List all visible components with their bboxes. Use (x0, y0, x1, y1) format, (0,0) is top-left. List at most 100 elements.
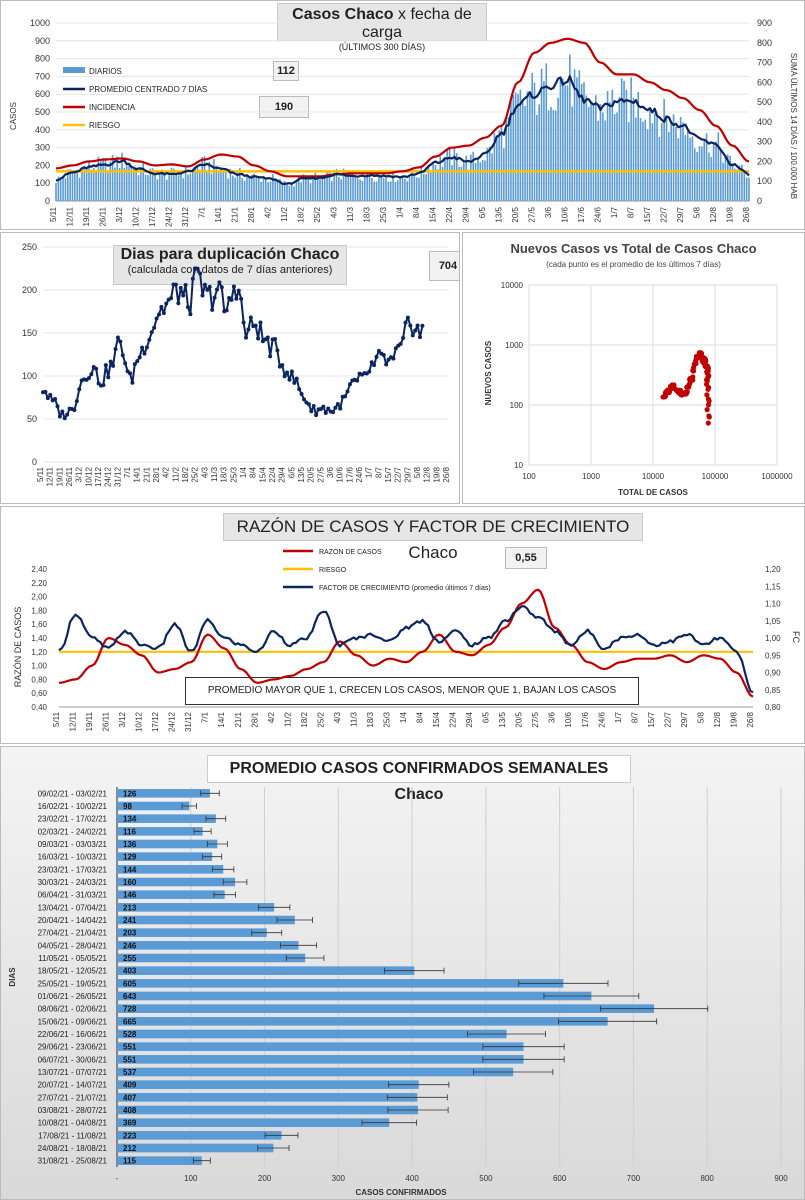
x-tick-label: 4/2 (162, 466, 171, 478)
daily-bar (95, 170, 97, 201)
x-tick-label: 11/2 (283, 711, 292, 727)
x-tick-label: 15/7 (643, 206, 652, 222)
daily-bar (498, 130, 500, 201)
x-tick-label: 28/1 (250, 711, 259, 727)
daily-bar (255, 175, 258, 201)
y-tick-label: 100 (510, 401, 524, 410)
daily-bar (748, 177, 750, 201)
duplicacion-point (140, 345, 145, 350)
daily-bar (533, 82, 536, 201)
x-tick-label: 7/1 (198, 206, 207, 218)
y-tick-label: 1,20 (31, 648, 47, 657)
daily-bar (279, 178, 281, 201)
daily-bar (458, 166, 460, 201)
y-right-tick-label: 1,05 (765, 617, 781, 626)
data-label: 369 (123, 1119, 137, 1128)
daily-bar (559, 79, 562, 201)
duplicacion-point (212, 295, 217, 300)
daily-bar (302, 174, 305, 201)
daily-bar (682, 122, 684, 201)
duplicacion-point (374, 354, 379, 359)
daily-bar (231, 175, 234, 201)
data-label: 605 (123, 979, 137, 988)
x-axis-label: TOTAL DE CASOS (618, 488, 688, 497)
y-tick-label: 0 (45, 196, 50, 206)
y-tick-label: 1,60 (31, 620, 47, 629)
duplicacion-point (265, 335, 270, 340)
daily-bar (260, 181, 262, 201)
daily-bar (300, 182, 302, 201)
duplicacion-point (280, 363, 285, 368)
x-tick-label: 26/11 (102, 711, 111, 731)
category-label: 27/04/21 - 21/04/21 (38, 929, 108, 938)
x-tick-label: 25/3 (229, 466, 238, 482)
x-tick-label: 28/1 (152, 466, 161, 482)
scatter-point (671, 382, 677, 388)
duplicacion-point (246, 327, 251, 332)
duplicacion-point (217, 280, 222, 285)
duplicacion-point (94, 366, 99, 371)
daily-bar (90, 169, 93, 201)
chart-semanales: - 100 200 300 400 500 600 700 800 900 09/02/21 - 0… (8, 787, 788, 1197)
x-tick-label: 11/3 (346, 206, 355, 222)
category-label: 23/02/21 - 17/02/21 (38, 815, 108, 824)
duplicacion-point (268, 354, 273, 359)
daily-bar (491, 153, 493, 201)
duplicacion-point (391, 356, 396, 361)
y-right-tick-label: 400 (757, 117, 772, 127)
bar (117, 801, 190, 811)
duplicacion-point (258, 320, 263, 325)
chart-title: Nuevos Casos vs Total de Casos Chaco (510, 241, 757, 256)
bar (117, 865, 224, 874)
x-tick-label: 17/12 (94, 466, 103, 487)
scatter-point (704, 407, 710, 413)
x-tick-label: 3/12 (75, 466, 84, 482)
daily-bar (128, 162, 130, 201)
daily-bar (432, 162, 434, 201)
category-label: 10/08/21 - 04/08/21 (38, 1119, 108, 1128)
x-tick-label: 1000 (582, 472, 600, 481)
daily-bar (385, 178, 387, 201)
daily-bar (352, 172, 354, 201)
x-tick-label: 11/3 (349, 711, 358, 727)
x-tick-label: 13/5 (498, 711, 507, 727)
x-tick-label: 22/4 (449, 711, 458, 727)
x-tick-label: 500 (479, 1174, 493, 1183)
daily-bar (142, 162, 145, 201)
daily-bar (222, 170, 225, 201)
data-label: 551 (123, 1043, 137, 1052)
bar (117, 877, 236, 887)
duplicacion-point (287, 377, 292, 382)
scatter-point (684, 389, 690, 395)
daily-bar (545, 63, 548, 201)
duplicacion-point (282, 374, 287, 379)
daily-bar (632, 97, 635, 201)
daily-bar (158, 173, 161, 201)
daily-bar (330, 181, 333, 201)
daily-bar (267, 182, 269, 201)
daily-bar (123, 167, 126, 201)
daily-bar (422, 173, 425, 201)
y-tick-label: 300 (35, 143, 50, 153)
daily-bar (196, 167, 199, 201)
daily-bar (78, 177, 81, 201)
duplicacion-point (393, 346, 398, 351)
duplicacion-point (302, 397, 306, 402)
y-right-tick-label: 1,15 (765, 582, 781, 591)
y-right-tick-label: 100 (757, 176, 772, 186)
duplicacion-point (331, 410, 335, 415)
x-tick-label: 100000 (702, 472, 729, 481)
daily-bar (382, 177, 385, 201)
duplicacion-point (231, 284, 236, 289)
duplicacion-point (111, 363, 116, 368)
data-label: 146 (123, 891, 137, 900)
x-tick-label: 31/12 (184, 711, 193, 732)
y-right-tick-label: 200 (757, 156, 772, 166)
x-tick-label: 31/12 (181, 206, 190, 227)
daily-bar (253, 173, 255, 201)
daily-bar (663, 98, 665, 201)
bar (117, 1156, 202, 1165)
daily-bar (453, 147, 456, 201)
daily-bar (173, 168, 175, 201)
x-tick-label: 31/12 (113, 466, 122, 487)
